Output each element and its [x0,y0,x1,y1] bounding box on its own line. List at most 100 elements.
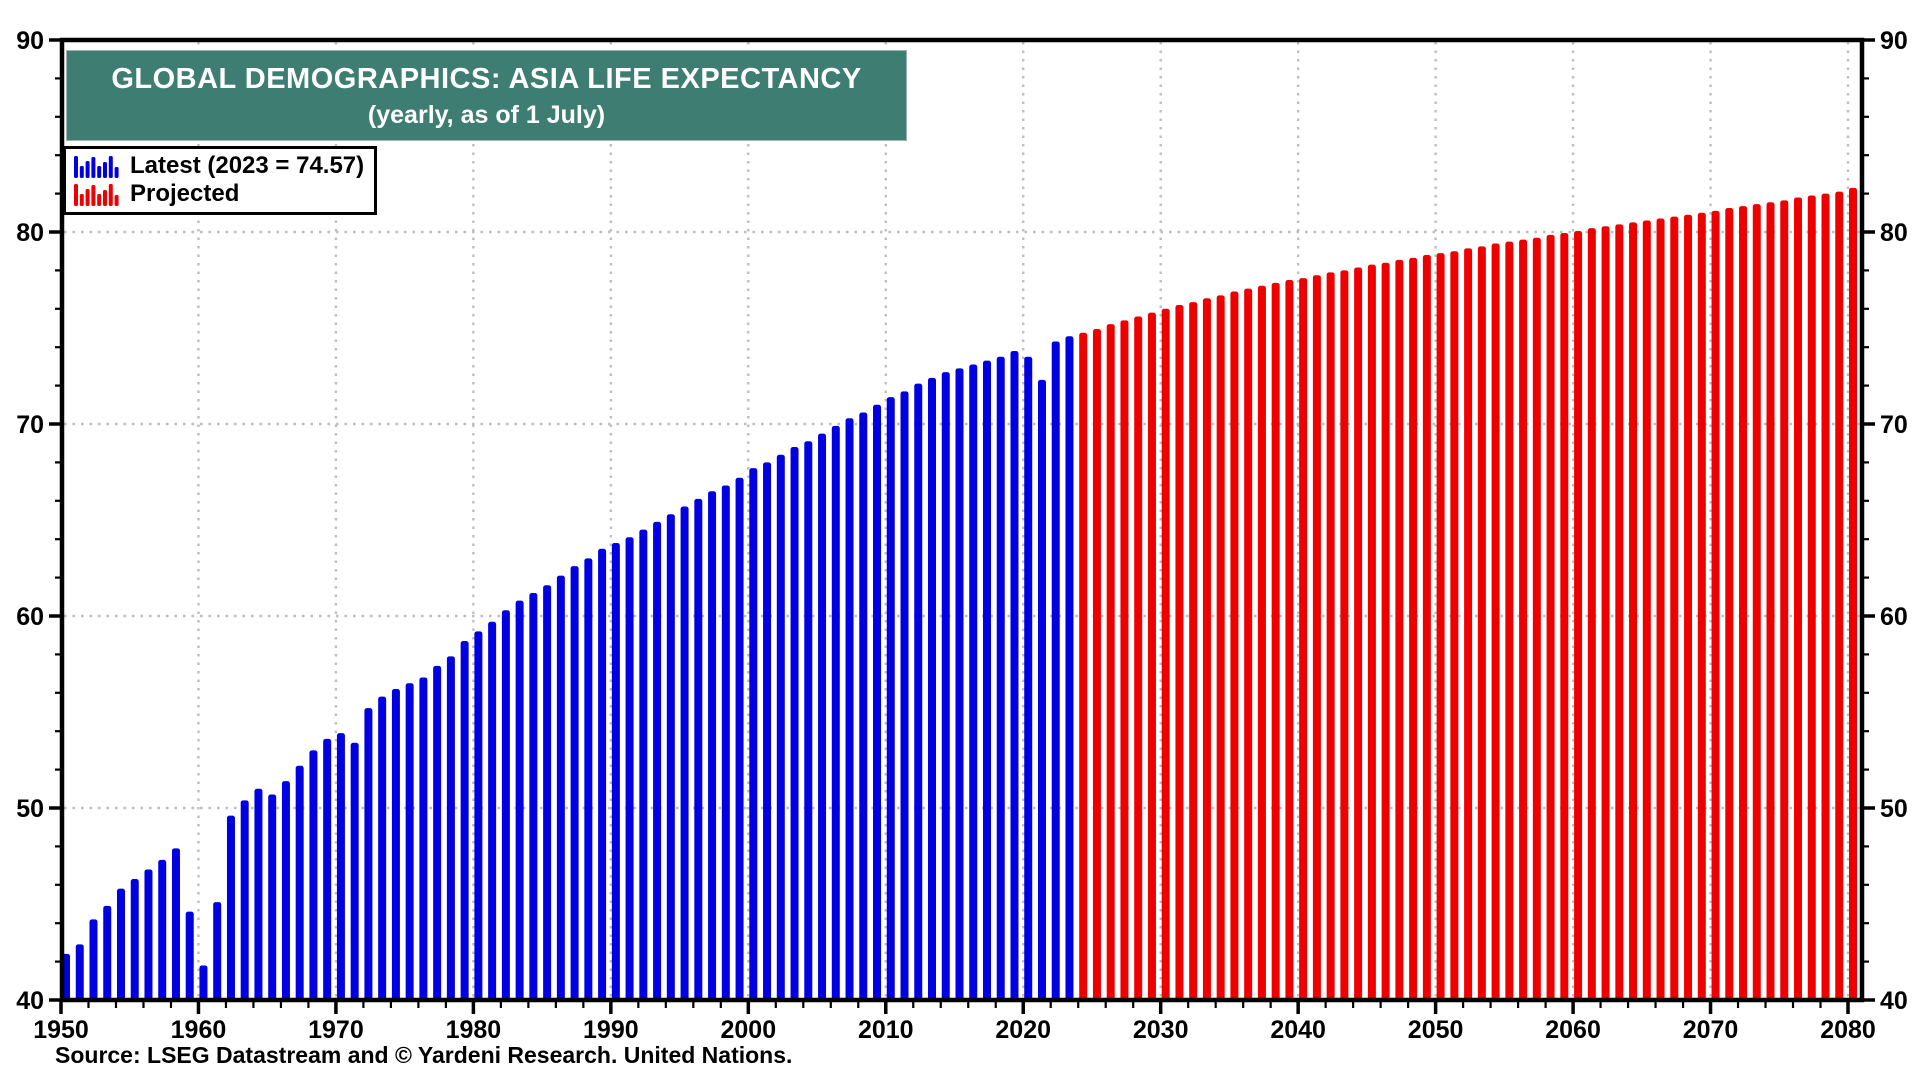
bar-1953 [103,905,112,1001]
bar-1978 [446,656,455,1001]
bar-1996 [694,498,703,1001]
bar-2025 [1092,328,1101,1002]
bar-2057 [1532,237,1541,1001]
bar-2015 [955,368,964,1001]
bar-2067 [1670,216,1679,1001]
x-axis-label-1980: 1980 [446,1016,502,1044]
y-axis-label-left: 60 [16,603,44,631]
bar-2004 [804,441,813,1001]
bar-1960 [199,965,208,1001]
bars [62,187,1857,1002]
axes [49,37,1875,1014]
bar-2040 [1299,278,1308,1002]
x-axis-label-2000: 2000 [720,1016,776,1044]
bar-2045 [1367,264,1376,1001]
y-axis-label-left: 50 [16,795,44,823]
bar-2038 [1271,282,1280,1001]
bar-1952 [89,919,98,1001]
bar-2061 [1587,228,1596,1001]
bar-1959 [185,911,194,1001]
bar-1957 [158,859,167,1001]
bar-1984 [529,592,538,1001]
bar-2008 [859,412,868,1002]
x-axis-label-1990: 1990 [583,1016,639,1044]
bar-2036 [1244,288,1253,1001]
plot-frame [59,37,1865,1003]
bar-1969 [323,738,332,1001]
bar-2073 [1752,204,1761,1001]
y-axis-label-left: 90 [16,27,44,55]
y-axis-label-right: 80 [1880,219,1908,247]
bar-1994 [666,514,675,1001]
bar-1962 [226,815,235,1001]
bar-2033 [1202,298,1211,1001]
bar-1999 [735,477,744,1001]
bar-2063 [1615,224,1624,1001]
x-axis-label-1950: 1950 [33,1016,89,1044]
bar-1977 [433,665,442,1001]
bar-2039 [1285,280,1294,1001]
source-attribution: Source: LSEG Datastream and © Yardeni Re… [55,1042,793,1068]
bar-2076 [1794,197,1803,1001]
bar-2037 [1257,285,1266,1001]
bar-2019 [1010,351,1019,1001]
bar-2048 [1409,257,1418,1001]
bar-2021 [1037,379,1046,1002]
bar-2001 [763,462,772,1001]
bar-2054 [1491,243,1500,1001]
bar-2017 [982,360,991,1001]
bar-1958 [171,848,180,1001]
chart-subtitle: (yearly, as of 1 July) [367,100,606,129]
x-axis-label-2060: 2060 [1545,1016,1601,1044]
bar-2041 [1312,275,1321,1001]
bar-2055 [1505,241,1514,1002]
bar-1992 [639,529,648,1001]
bar-2042 [1326,272,1335,1001]
bar-2044 [1354,267,1363,1001]
bar-2012 [914,383,923,1001]
x-axis-label-1970: 1970 [308,1016,364,1044]
bar-1964 [254,788,263,1001]
x-axis-label-2030: 2030 [1133,1016,1189,1044]
bar-1972 [364,708,373,1001]
bar-2046 [1381,262,1390,1002]
bar-2030 [1161,308,1170,1001]
bar-2059 [1560,232,1569,1001]
bar-2027 [1120,320,1129,1001]
bar-2064 [1629,222,1638,1001]
bar-1973 [378,696,387,1001]
axis-labels: 40 40 50 50 60 60 70 70 80 80 90 90 1950 1960 1970 1980… [16,27,1908,1044]
bar-2074 [1766,202,1775,1002]
bar-2002 [776,454,785,1002]
bar-1986 [556,575,565,1001]
bar-2049 [1422,255,1431,1002]
bar-2068 [1684,214,1693,1002]
bar-1985 [543,585,552,1001]
bar-2013 [928,377,937,1001]
bar-2080 [1849,187,1857,1002]
bar-2020 [1024,356,1033,1001]
bar-1976 [419,677,428,1001]
bar-1983 [515,600,524,1001]
bar-2053 [1477,246,1486,1001]
bar-2009 [873,404,882,1001]
bar-2052 [1464,248,1473,1001]
bar-2031 [1175,304,1184,1002]
bar-1956 [144,869,153,1001]
bar-2014 [941,372,950,1001]
mini-bar-chart-red-icon [74,183,119,206]
bar-2007 [845,418,854,1001]
bar-2051 [1450,251,1459,1001]
x-axis-label-2080: 2080 [1820,1016,1876,1044]
bar-2029 [1147,312,1156,1001]
bar-1998 [721,485,730,1001]
bar-2056 [1519,239,1528,1001]
bar-1995 [680,506,689,1001]
x-axis-label-2050: 2050 [1408,1016,1464,1044]
bar-1982 [501,610,510,1001]
bar-1971 [350,742,359,1001]
bar-1981 [488,621,497,1001]
bar-1975 [405,683,414,1001]
bar-1968 [309,750,318,1001]
